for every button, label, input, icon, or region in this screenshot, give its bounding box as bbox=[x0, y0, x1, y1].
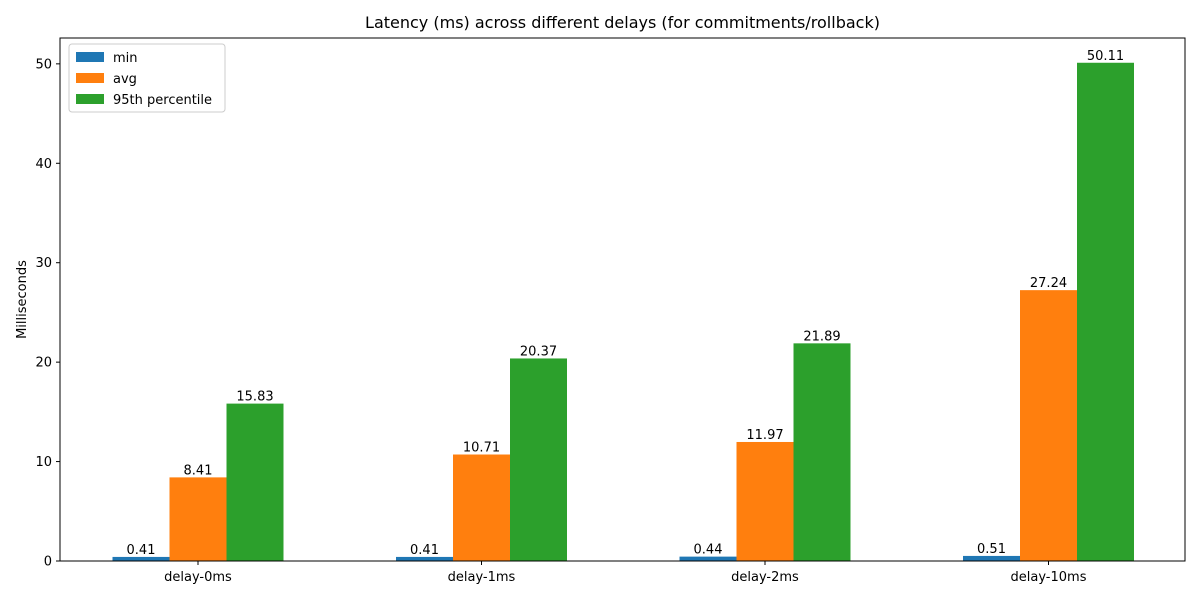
data-label: 15.83 bbox=[236, 390, 273, 405]
y-tick-label: 0 bbox=[44, 555, 52, 570]
x-tick-label: delay-10ms bbox=[1011, 570, 1087, 585]
data-label: 11.97 bbox=[746, 428, 783, 443]
bar-avg-delay-0ms bbox=[169, 477, 227, 561]
legend: min avg 95th percentile bbox=[68, 43, 226, 113]
bar-95th-percentile-delay-0ms bbox=[226, 403, 284, 561]
y-tick-label: 10 bbox=[35, 455, 52, 470]
chart-title: Latency (ms) across different delays (fo… bbox=[365, 13, 880, 32]
plot-frame bbox=[59, 37, 1186, 562]
bar-min-delay-0ms bbox=[112, 556, 170, 561]
bar-95th-percentile-delay-2ms bbox=[793, 343, 851, 561]
bar-95th-percentile-delay-1ms bbox=[510, 358, 567, 561]
bar-avg-delay-10ms bbox=[1020, 290, 1077, 561]
legend-swatch bbox=[76, 52, 104, 62]
bar-95th-percentile-delay-10ms bbox=[1077, 62, 1134, 561]
legend-entry: avg bbox=[113, 72, 137, 87]
bar-min-delay-2ms bbox=[679, 556, 737, 561]
legend-swatch bbox=[76, 94, 104, 104]
y-tick-label: 30 bbox=[35, 256, 52, 271]
y-tick-label: 50 bbox=[35, 57, 52, 72]
data-label: 27.24 bbox=[1030, 276, 1067, 291]
legend-entry: min bbox=[113, 51, 138, 66]
y-tick-label: 20 bbox=[35, 356, 52, 371]
data-label: 10.71 bbox=[463, 441, 500, 456]
bars-layer bbox=[112, 62, 1134, 561]
legend-swatch bbox=[76, 73, 104, 83]
bar-min-delay-10ms bbox=[963, 555, 1020, 561]
bar-min-delay-1ms bbox=[396, 556, 453, 561]
legend-entry: 95th percentile bbox=[113, 93, 212, 108]
y-axis-label: Milliseconds bbox=[15, 260, 30, 339]
x-tick-label: delay-1ms bbox=[448, 570, 516, 585]
data-label: 21.89 bbox=[803, 329, 840, 344]
data-label: 8.41 bbox=[184, 463, 213, 478]
y-tick-label: 40 bbox=[35, 157, 52, 172]
x-tick-label: delay-2ms bbox=[731, 570, 799, 585]
data-label: 0.41 bbox=[127, 543, 156, 558]
axes-layer: delay-0ms delay-1ms delay-2ms delay-10ms 0 10… bbox=[35, 37, 1186, 585]
data-label: 50.11 bbox=[1087, 49, 1124, 64]
data-label: 0.51 bbox=[977, 542, 1006, 557]
bar-avg-delay-2ms bbox=[736, 441, 794, 561]
legend-box bbox=[68, 43, 226, 113]
bar-avg-delay-1ms bbox=[453, 454, 510, 561]
data-label: 0.44 bbox=[694, 543, 723, 558]
data-label: 0.41 bbox=[410, 543, 439, 558]
data-label: 20.37 bbox=[520, 344, 557, 359]
x-tick-label: delay-0ms bbox=[164, 570, 232, 585]
data-labels-layer: 0.41 8.41 15.83 0.41 10.71 20.37 0.44 11.97 21.8… bbox=[127, 49, 1125, 558]
